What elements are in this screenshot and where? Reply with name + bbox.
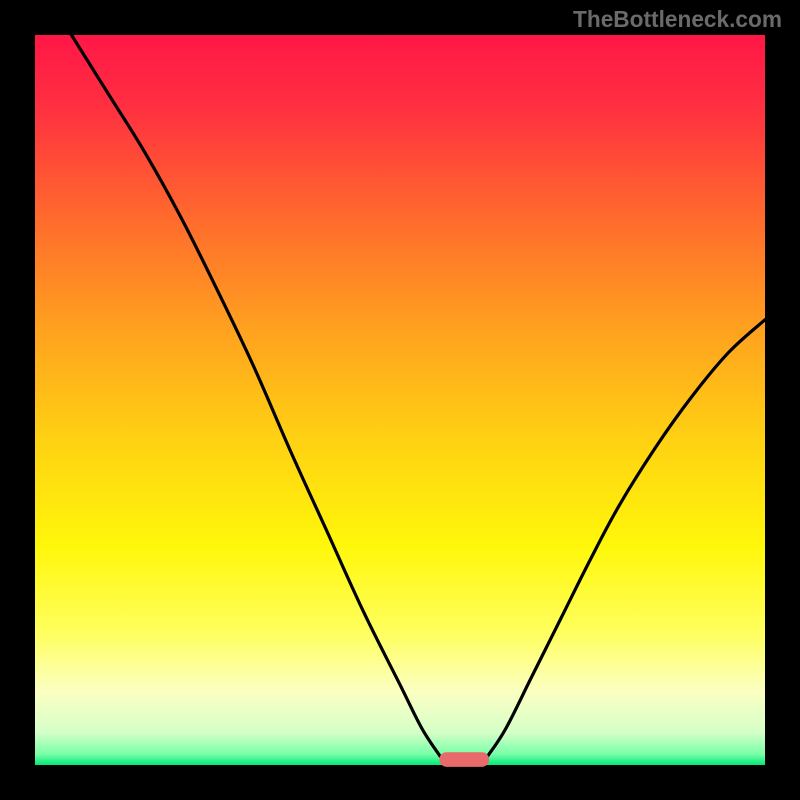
watermark-text: TheBottleneck.com — [573, 6, 782, 33]
bottleneck-chart — [0, 0, 800, 800]
chart-container: TheBottleneck.com — [0, 0, 800, 800]
plot-gradient-background — [35, 35, 765, 765]
optimal-marker — [439, 752, 489, 767]
